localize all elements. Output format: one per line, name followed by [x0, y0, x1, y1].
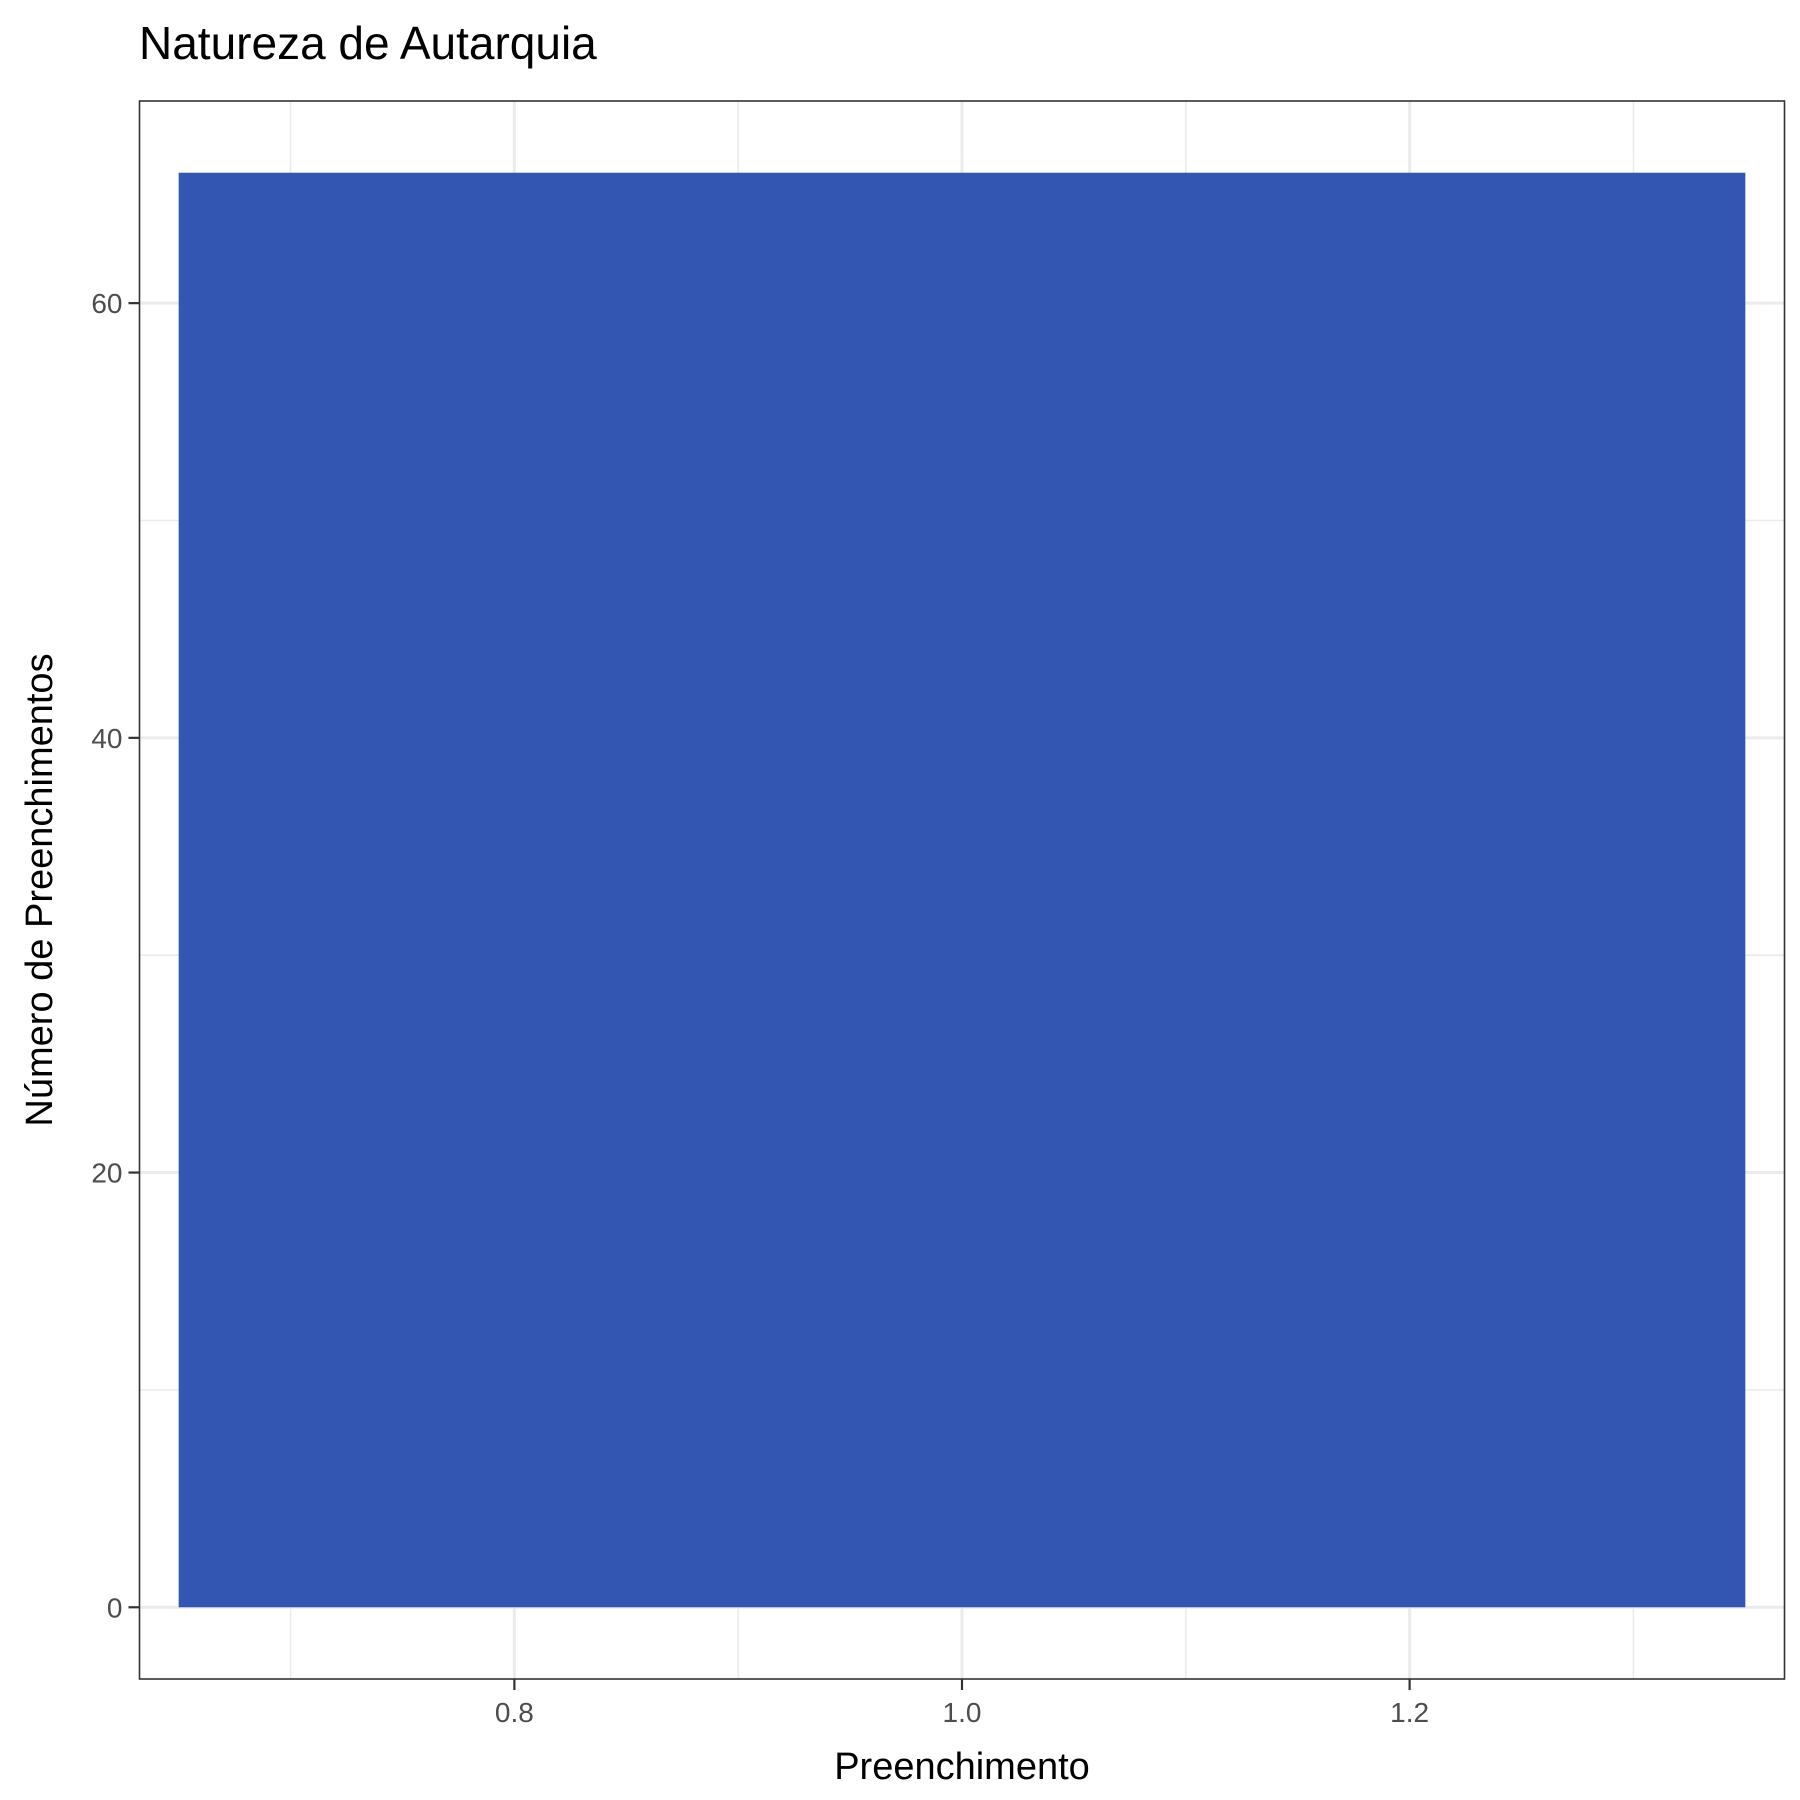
- x-tick-label: 1.2: [1390, 1697, 1429, 1728]
- x-tick-label: 0.8: [495, 1697, 534, 1728]
- chart-title: Natureza de Autarquia: [139, 17, 597, 69]
- y-axis-title: Número de Preenchimentos: [19, 653, 61, 1126]
- y-tick-label: 40: [91, 723, 122, 754]
- y-tick-label: 20: [91, 1158, 122, 1189]
- x-tick-label: 1.0: [943, 1697, 982, 1728]
- bar: [178, 172, 1746, 1608]
- x-axis-title: Preenchimento: [834, 1746, 1090, 1788]
- y-tick-label: 60: [91, 288, 122, 319]
- axis-ticks: 0 20 40 60 0.8 1.0 1.2: [91, 288, 1429, 1728]
- y-tick-label: 0: [107, 1592, 123, 1623]
- bars: [178, 172, 1746, 1608]
